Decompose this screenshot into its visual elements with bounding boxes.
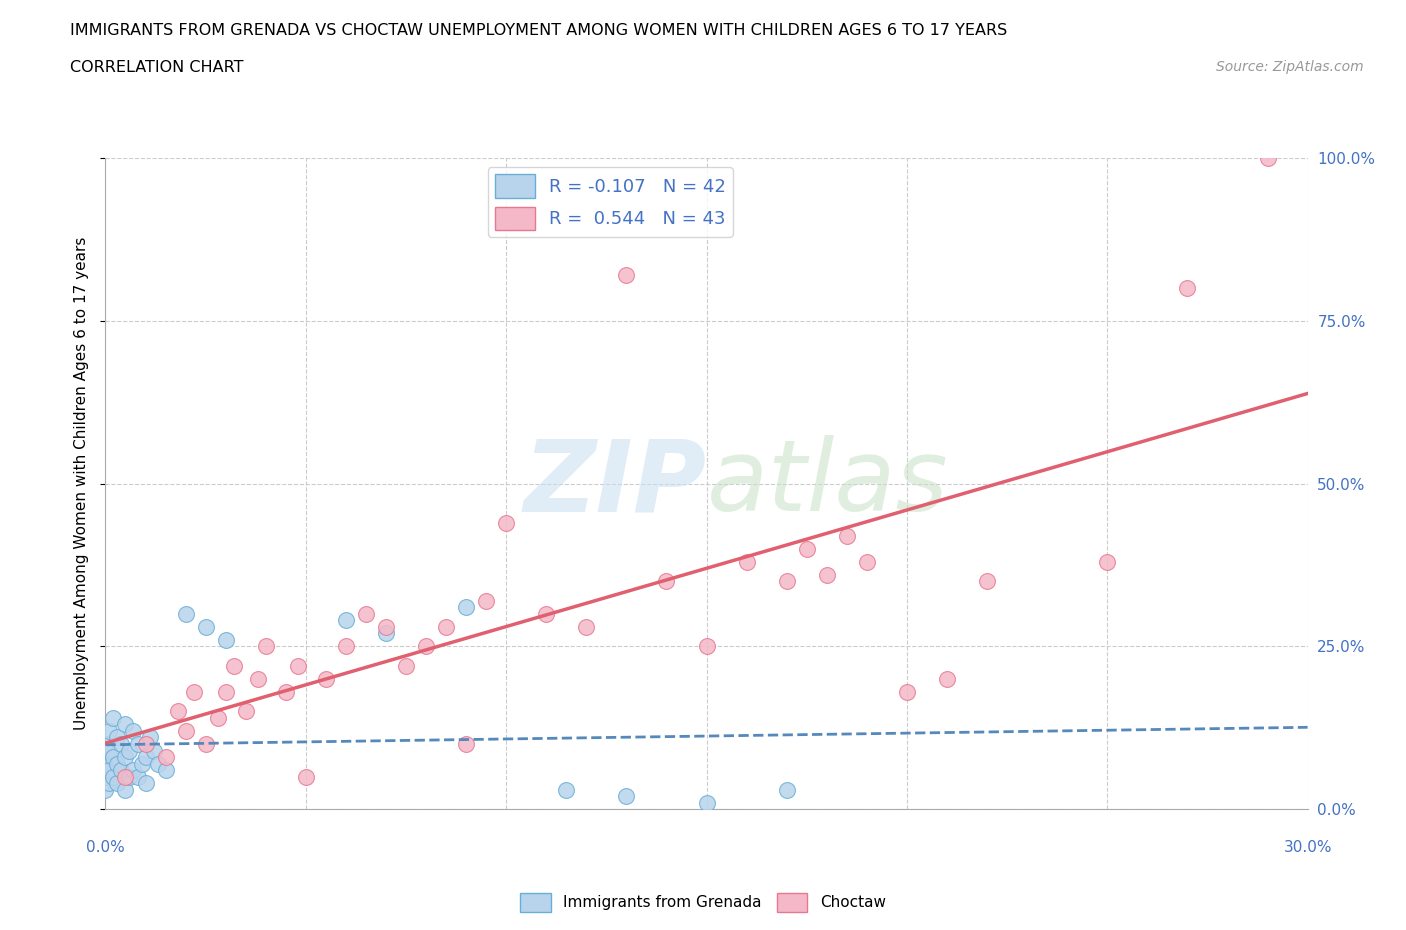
Text: ZIP: ZIP bbox=[523, 435, 707, 532]
Point bbox=[127, 769, 149, 784]
Point bbox=[142, 743, 165, 758]
Point bbox=[454, 737, 477, 751]
Legend: R = -0.107   N = 42, R =  0.544   N = 43: R = -0.107 N = 42, R = 0.544 N = 43 bbox=[488, 167, 733, 237]
Point bbox=[107, 776, 129, 790]
Point bbox=[855, 554, 877, 569]
Point bbox=[98, 763, 121, 777]
Point bbox=[155, 763, 177, 777]
Point bbox=[254, 639, 277, 654]
Point bbox=[374, 626, 398, 641]
Point bbox=[98, 724, 121, 738]
Point bbox=[98, 776, 121, 790]
Point bbox=[110, 763, 132, 777]
Point bbox=[936, 671, 959, 686]
Text: IMMIGRANTS FROM GRENADA VS CHOCTAW UNEMPLOYMENT AMONG WOMEN WITH CHILDREN AGES 6: IMMIGRANTS FROM GRENADA VS CHOCTAW UNEMP… bbox=[70, 23, 1008, 38]
Point bbox=[616, 789, 638, 804]
Point bbox=[194, 619, 217, 634]
Point bbox=[655, 574, 678, 589]
Point bbox=[122, 724, 145, 738]
Point bbox=[735, 554, 758, 569]
Point bbox=[114, 769, 136, 784]
Point bbox=[222, 658, 245, 673]
Point bbox=[146, 756, 169, 771]
Point bbox=[315, 671, 337, 686]
Point bbox=[287, 658, 309, 673]
Point bbox=[135, 776, 157, 790]
Point bbox=[1097, 554, 1119, 569]
Point bbox=[207, 711, 229, 725]
Point bbox=[835, 528, 858, 543]
Point bbox=[555, 782, 578, 797]
Point bbox=[118, 743, 141, 758]
Point bbox=[94, 756, 117, 771]
Point bbox=[534, 606, 557, 621]
Point bbox=[183, 684, 205, 699]
Point bbox=[434, 619, 457, 634]
Point bbox=[103, 711, 125, 725]
Point bbox=[174, 724, 197, 738]
Point bbox=[246, 671, 269, 686]
Point bbox=[274, 684, 297, 699]
Point bbox=[335, 613, 357, 628]
Point bbox=[235, 704, 257, 719]
Point bbox=[103, 769, 125, 784]
Point bbox=[94, 737, 117, 751]
Point bbox=[295, 769, 318, 784]
Point bbox=[1257, 151, 1279, 166]
Point bbox=[114, 717, 136, 732]
Y-axis label: Unemployment Among Women with Children Ages 6 to 17 years: Unemployment Among Women with Children A… bbox=[75, 237, 90, 730]
Point bbox=[1177, 281, 1199, 296]
Point bbox=[110, 737, 132, 751]
Point bbox=[415, 639, 437, 654]
Text: Source: ZipAtlas.com: Source: ZipAtlas.com bbox=[1216, 60, 1364, 74]
Point bbox=[495, 515, 517, 530]
Text: atlas: atlas bbox=[707, 435, 948, 532]
Point bbox=[107, 756, 129, 771]
Point bbox=[616, 268, 638, 283]
Point bbox=[776, 782, 799, 797]
Point bbox=[135, 750, 157, 764]
Text: 30.0%: 30.0% bbox=[1284, 840, 1331, 855]
Point bbox=[575, 619, 598, 634]
Point bbox=[107, 730, 129, 745]
Point bbox=[122, 763, 145, 777]
Text: CORRELATION CHART: CORRELATION CHART bbox=[70, 60, 243, 75]
Point bbox=[815, 567, 838, 582]
Point bbox=[138, 730, 160, 745]
Point bbox=[214, 684, 236, 699]
Point bbox=[94, 782, 117, 797]
Point bbox=[354, 606, 377, 621]
Point bbox=[335, 639, 357, 654]
Point bbox=[174, 606, 197, 621]
Point bbox=[114, 782, 136, 797]
Point bbox=[475, 593, 498, 608]
Point bbox=[454, 600, 477, 615]
Text: 0.0%: 0.0% bbox=[86, 840, 125, 855]
Point bbox=[131, 756, 153, 771]
Point bbox=[194, 737, 217, 751]
Point bbox=[374, 619, 398, 634]
Point bbox=[976, 574, 998, 589]
Point bbox=[214, 632, 236, 647]
Point bbox=[98, 743, 121, 758]
Point bbox=[796, 541, 818, 556]
Point bbox=[696, 639, 718, 654]
Point bbox=[395, 658, 418, 673]
Point bbox=[135, 737, 157, 751]
Point bbox=[118, 769, 141, 784]
Point bbox=[114, 750, 136, 764]
Point bbox=[166, 704, 188, 719]
Point bbox=[127, 737, 149, 751]
Point bbox=[776, 574, 799, 589]
Point bbox=[94, 769, 117, 784]
Legend: Immigrants from Grenada, Choctaw: Immigrants from Grenada, Choctaw bbox=[515, 887, 891, 918]
Point bbox=[155, 750, 177, 764]
Point bbox=[103, 750, 125, 764]
Point bbox=[896, 684, 918, 699]
Point bbox=[696, 795, 718, 810]
